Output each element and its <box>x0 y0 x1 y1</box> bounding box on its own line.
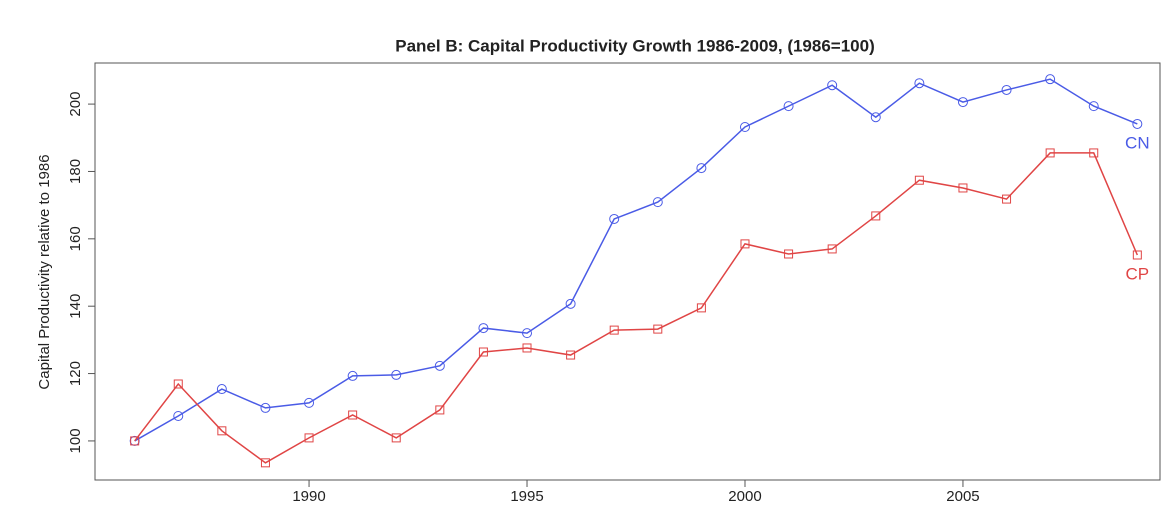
point-marker <box>434 360 445 371</box>
series-label: CN <box>1125 133 1150 152</box>
point-marker <box>1045 148 1055 158</box>
point-marker <box>391 369 402 380</box>
point-marker <box>173 411 184 422</box>
point-marker <box>1045 74 1056 85</box>
point-marker <box>217 426 227 436</box>
point-marker <box>522 328 533 339</box>
point-marker <box>958 183 968 193</box>
point-marker <box>652 197 663 208</box>
point-marker <box>347 370 358 381</box>
y-tick-label: 140 <box>67 294 84 319</box>
point-marker <box>478 323 489 334</box>
point-marker <box>130 436 140 446</box>
point-marker <box>260 402 271 413</box>
point-marker <box>653 324 663 334</box>
point-marker <box>827 80 838 91</box>
chart-title: Panel B: Capital Productivity Growth 198… <box>395 36 875 55</box>
point-marker <box>957 97 968 108</box>
point-marker <box>1132 118 1143 129</box>
series-line <box>134 152 1139 464</box>
point-marker <box>1002 194 1012 204</box>
point-marker <box>478 347 488 357</box>
point-marker <box>609 325 619 335</box>
y-tick-label: 180 <box>67 159 84 184</box>
point-marker <box>740 239 750 249</box>
x-tick-label: 1990 <box>292 488 325 505</box>
point-marker <box>783 101 794 112</box>
x-tick-label: 1995 <box>510 488 543 505</box>
point-marker <box>435 405 445 415</box>
series-line <box>134 78 1138 442</box>
point-marker <box>1001 84 1012 95</box>
y-tick-label: 200 <box>67 92 84 117</box>
x-tick-label: 2000 <box>728 488 761 505</box>
y-tick-label: 160 <box>67 226 84 251</box>
point-marker <box>871 211 881 221</box>
point-marker <box>391 433 401 443</box>
plot-frame <box>94 62 1161 481</box>
point-marker <box>784 249 794 259</box>
point-marker <box>914 175 924 185</box>
point-marker <box>870 112 881 123</box>
point-marker <box>696 163 707 174</box>
point-marker <box>522 343 532 353</box>
point-marker <box>304 433 314 443</box>
x-tick-label: 2005 <box>946 488 979 505</box>
point-marker <box>609 213 620 224</box>
y-axis-label: Capital Productivity relative to 1986 <box>36 154 53 389</box>
point-marker <box>739 121 750 132</box>
point-marker <box>216 384 227 395</box>
point-marker <box>348 410 358 420</box>
point-marker <box>1088 101 1099 112</box>
point-marker <box>914 78 925 89</box>
point-marker <box>1089 148 1099 158</box>
point-marker <box>1132 250 1142 260</box>
y-tick-label: 100 <box>67 428 84 453</box>
point-marker <box>696 303 706 313</box>
point-marker <box>565 298 576 309</box>
point-marker <box>173 379 183 389</box>
point-marker <box>260 458 270 468</box>
point-marker <box>566 350 576 360</box>
y-tick-label: 120 <box>67 361 84 386</box>
point-marker <box>304 397 315 408</box>
point-marker <box>827 244 837 254</box>
series-label: CP <box>1126 264 1150 283</box>
